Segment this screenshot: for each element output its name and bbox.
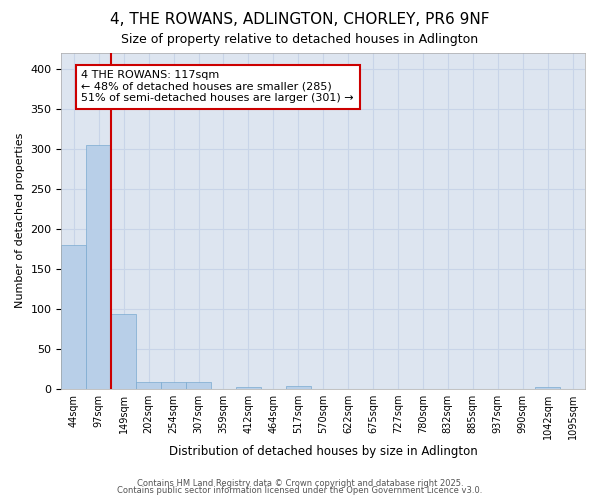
Bar <box>61 244 86 388</box>
Y-axis label: Number of detached properties: Number of detached properties <box>15 133 25 308</box>
Bar <box>286 386 311 388</box>
X-axis label: Distribution of detached houses by size in Adlington: Distribution of detached houses by size … <box>169 444 478 458</box>
Text: 4 THE ROWANS: 117sqm
← 48% of detached houses are smaller (285)
51% of semi-deta: 4 THE ROWANS: 117sqm ← 48% of detached h… <box>82 70 354 103</box>
Bar <box>186 382 211 388</box>
Bar <box>236 387 261 388</box>
Bar <box>111 314 136 388</box>
Text: Contains public sector information licensed under the Open Government Licence v3: Contains public sector information licen… <box>118 486 482 495</box>
Bar <box>161 382 186 388</box>
Text: Size of property relative to detached houses in Adlington: Size of property relative to detached ho… <box>121 32 479 46</box>
Bar <box>136 382 161 388</box>
Text: 4, THE ROWANS, ADLINGTON, CHORLEY, PR6 9NF: 4, THE ROWANS, ADLINGTON, CHORLEY, PR6 9… <box>110 12 490 28</box>
Text: Contains HM Land Registry data © Crown copyright and database right 2025.: Contains HM Land Registry data © Crown c… <box>137 478 463 488</box>
Bar <box>535 387 560 388</box>
Bar <box>86 144 111 388</box>
